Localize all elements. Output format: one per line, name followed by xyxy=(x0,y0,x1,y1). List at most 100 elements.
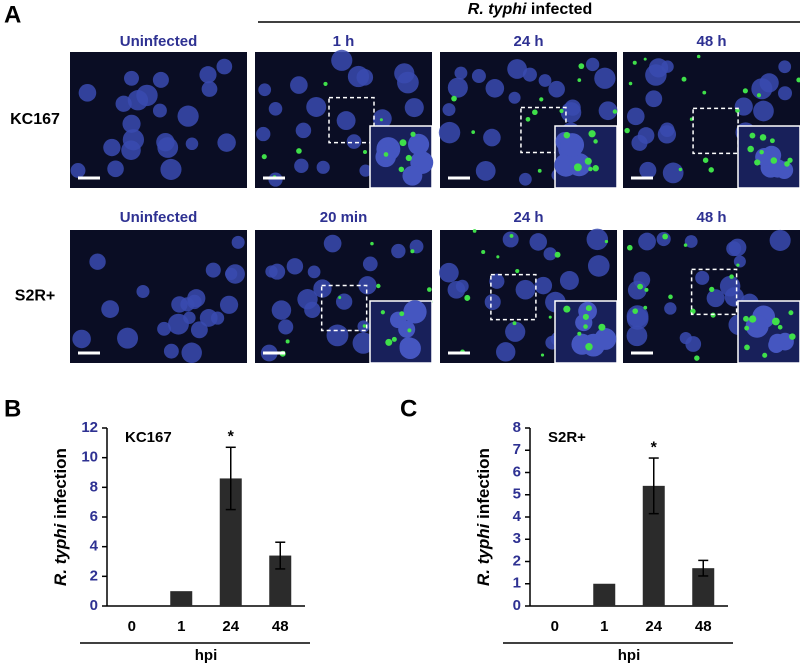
nucleus xyxy=(103,138,121,157)
nucleus xyxy=(507,59,527,79)
inset-bacterium xyxy=(762,352,768,358)
inset-bacterium xyxy=(563,305,571,313)
annotation: * xyxy=(651,439,658,456)
bacterium xyxy=(624,127,630,134)
x-tick-label: 48 xyxy=(695,618,712,635)
inset-bacterium xyxy=(588,166,593,172)
zoom-box xyxy=(490,273,537,321)
y-tick-label: 1 xyxy=(513,575,521,592)
nucleus xyxy=(335,293,353,310)
nucleus xyxy=(645,90,663,108)
inset-nucleus xyxy=(768,159,787,178)
nucleus xyxy=(268,172,283,187)
nucleus xyxy=(648,58,669,78)
bacterium xyxy=(702,157,709,163)
zoom-box xyxy=(328,96,375,144)
y-label-italic: R. typhi xyxy=(474,522,493,586)
nucleus xyxy=(72,329,91,349)
column-label: 24 h xyxy=(513,33,543,50)
micrograph xyxy=(439,228,618,364)
inset-bacterium xyxy=(759,134,767,141)
nucleus xyxy=(626,325,648,347)
nucleus xyxy=(505,321,526,342)
y-tick-label: 0 xyxy=(90,597,98,614)
bacterium xyxy=(559,108,564,114)
inset-bacterium xyxy=(788,310,794,316)
nucleus xyxy=(753,100,774,122)
x-tick-label: 1 xyxy=(600,618,608,635)
nucleus xyxy=(548,80,565,98)
bacterium xyxy=(554,251,561,258)
column-label: 48 h xyxy=(696,33,726,50)
nucleus xyxy=(352,332,375,354)
nucleus xyxy=(502,231,519,248)
column-label: 20 min xyxy=(320,209,368,226)
nucleus xyxy=(271,300,292,320)
y-tick-label: 0 xyxy=(513,597,521,614)
y-label-rest: infection xyxy=(474,448,493,519)
bacterium xyxy=(577,78,582,83)
bacterium xyxy=(689,117,694,121)
nucleus xyxy=(559,271,579,290)
inset-bacterium xyxy=(573,163,582,172)
nucleus xyxy=(560,102,582,123)
bacterium xyxy=(471,130,476,134)
inset-bacterium xyxy=(585,305,592,312)
y-tick-label: 2 xyxy=(513,552,521,569)
bacterium xyxy=(525,116,531,122)
nucleus xyxy=(522,67,537,82)
bacterium xyxy=(379,118,383,122)
nucleus xyxy=(508,91,521,104)
nucleus xyxy=(117,327,139,349)
nucleus xyxy=(201,81,218,97)
nucleus xyxy=(199,309,218,327)
nucleus xyxy=(471,69,486,84)
inset-bacterium xyxy=(771,317,780,326)
annotation: * xyxy=(228,429,235,446)
inset-nucleus xyxy=(399,337,418,356)
inset-bacterium xyxy=(754,159,761,166)
bacterium xyxy=(683,243,688,247)
y-tick-label: 2 xyxy=(90,567,98,584)
inset-nucleus xyxy=(402,165,423,186)
x-axis-label: hpi xyxy=(195,647,218,663)
inset-nucleus xyxy=(375,146,396,168)
nucleus xyxy=(185,137,199,151)
nucleus xyxy=(626,305,649,328)
nucleus xyxy=(219,295,239,314)
nucleus xyxy=(297,289,318,310)
bacterium xyxy=(472,229,477,233)
bacterium xyxy=(539,97,544,102)
inset-bacterium xyxy=(577,331,582,336)
header-rest: infected xyxy=(531,1,592,18)
nucleus xyxy=(733,255,746,268)
bacterium xyxy=(729,274,734,279)
nucleus xyxy=(115,95,132,112)
bacterium xyxy=(451,95,457,102)
nucleus xyxy=(598,101,618,121)
panel-label: B xyxy=(4,395,21,422)
micrograph xyxy=(438,52,618,189)
nucleus xyxy=(157,321,171,336)
nucleus xyxy=(331,49,353,71)
bacterium xyxy=(323,81,328,87)
bar xyxy=(269,555,292,606)
nucleus xyxy=(231,235,245,249)
nucleus xyxy=(543,247,557,261)
nucleus xyxy=(585,57,600,72)
nucleus xyxy=(519,172,532,186)
y-tick-label: 7 xyxy=(513,441,521,458)
bacterium xyxy=(742,88,748,94)
nucleus xyxy=(594,67,616,89)
bacterium xyxy=(532,109,538,116)
micrograph xyxy=(70,52,247,188)
y-tick-label: 6 xyxy=(513,463,521,480)
bacterium xyxy=(668,294,673,300)
nucleus xyxy=(163,343,179,359)
nucleus xyxy=(638,232,656,251)
inset-bacterium xyxy=(405,154,412,162)
inset-bacterium xyxy=(748,315,757,323)
nucleus xyxy=(662,162,684,184)
bacterium xyxy=(632,60,637,65)
